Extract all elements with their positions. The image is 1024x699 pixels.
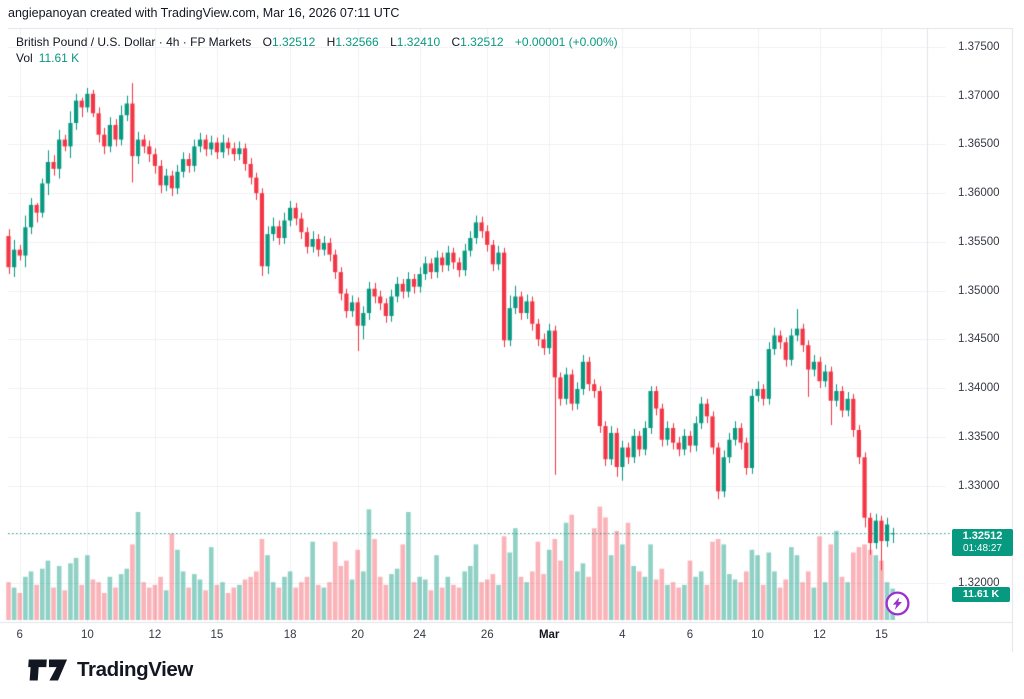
price-axis-label: 1.35000 [958,284,1000,297]
tradingview-logo-mark [28,659,68,681]
price-axis-label: 1.36500 [958,138,1000,151]
time-axis-label: Mar [538,629,560,641]
volume-legend[interactable]: Vol 11.61 K [16,51,79,65]
interval-label: 4h [166,35,180,49]
low-letter: L [390,35,397,49]
price-axis-label: 1.32000 [958,577,1000,589]
time-axis-label: 10 [751,629,764,641]
high-value: 1.32566 [335,35,379,49]
price-axis-label: 1.37500 [958,41,1000,53]
time-axis-label: 12 [148,629,162,641]
attribution-watermark: angiepanoyan created with TradingView.co… [8,6,400,20]
price-axis-label: 1.33500 [958,430,1000,443]
time-axis-label: 6 [686,629,694,641]
symbol-title[interactable]: British Pound / U.S. Dollar [16,35,156,49]
broker-label: FP Markets [190,35,252,49]
tradingview-logo[interactable]: TradingView [28,654,193,686]
open-value: 1.32512 [271,35,316,49]
price-axis-label: 1.34500 [958,333,1000,346]
time-axis-label: 12 [813,629,826,641]
time-axis-label: 26 [480,629,494,641]
lightning-icon[interactable] [884,590,911,617]
vol-value: 11.61 K [38,51,80,65]
tradingview-logo-text: TradingView [77,658,193,681]
price-axis-label: 1.34000 [958,382,1000,395]
time-axis-label: 18 [283,629,297,641]
close-letter: C [451,35,461,49]
vol-label: Vol [16,51,33,65]
time-axis-label: 24 [413,629,427,641]
price-axis-label: 1.33000 [958,479,1000,492]
high-letter: H [326,35,336,49]
time-axis-label: 6 [16,629,23,641]
time-axis-label: 10 [80,629,94,641]
change-value: +0.00001 (+0.00%) [514,35,618,49]
symbol-legend[interactable]: British Pound / U.S. Dollar · 4h · FP Ma… [16,35,618,49]
bar-countdown: 01:48:27 [963,543,1002,554]
time-axis-label: 15 [875,629,888,641]
last-price-badge: 1.32512 01:48:27 [952,529,1013,556]
price-axis-label: 1.36000 [958,187,1000,200]
price-axis-label: 1.37000 [958,89,1000,102]
volume-value-badge: 11.61 K [952,587,1010,602]
time-axis-label: 4 [619,629,626,641]
time-axis-label: 15 [210,629,224,641]
open-letter: O [262,35,272,49]
time-axis-label: 20 [351,629,365,641]
low-value: 1.32410 [396,35,441,49]
price-axis-label: 1.35500 [958,235,1000,248]
last-price-value: 1.32512 [962,530,1003,542]
close-value: 1.32512 [460,35,504,49]
